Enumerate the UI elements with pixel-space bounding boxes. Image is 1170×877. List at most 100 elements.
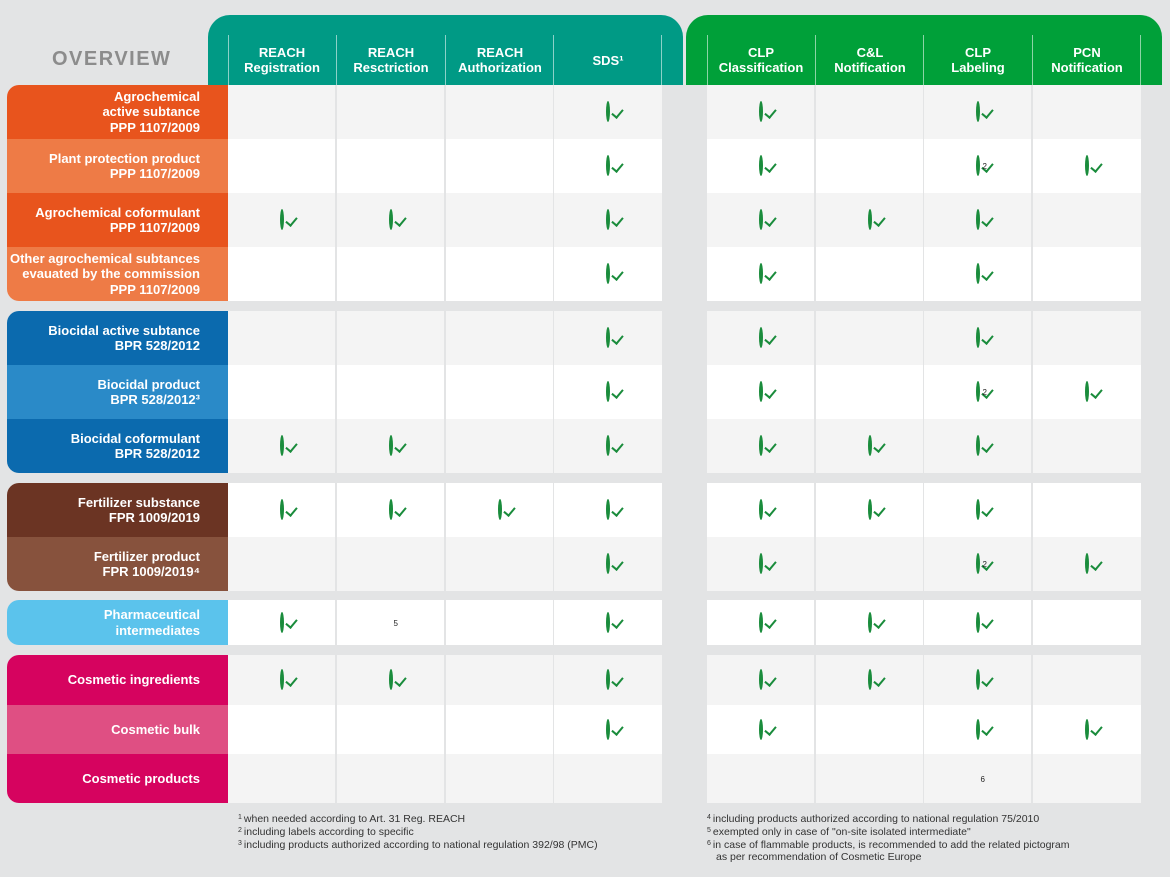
row-label: Biocidal active subtance BPR 528/2012 [7, 311, 228, 365]
header-divider [707, 35, 708, 85]
table-cell [228, 193, 335, 247]
table-cell [924, 311, 1031, 365]
table-cell [707, 705, 814, 754]
table-cell [337, 483, 444, 537]
table-cell [816, 365, 923, 419]
table-cell [337, 705, 444, 754]
table-cell [816, 705, 923, 754]
table-cell [337, 247, 444, 301]
table-cell [707, 419, 814, 473]
table-cell [924, 419, 1031, 473]
header-divider [1140, 35, 1141, 85]
table-cell: 2 [924, 537, 1031, 591]
table-cell [1033, 705, 1141, 754]
row-label: Agrochemical active subtance PPP 1107/20… [7, 85, 228, 139]
table-cell [554, 655, 662, 705]
check-icon [975, 327, 980, 348]
table-cell [446, 311, 553, 365]
check-icon [758, 155, 763, 176]
page-title: OVERVIEW [52, 48, 172, 70]
table-cell [446, 85, 553, 139]
table-cell [337, 365, 444, 419]
table-cell [228, 247, 335, 301]
table-cell [1033, 311, 1141, 365]
table-cell [816, 655, 923, 705]
table-cell [446, 537, 553, 591]
table-cell [554, 365, 662, 419]
table-cell [816, 419, 923, 473]
table-cell [816, 311, 923, 365]
table-cell [554, 311, 662, 365]
check-icon [606, 209, 610, 230]
table-cell [554, 754, 662, 803]
table-cell [446, 483, 553, 537]
check-icon [975, 718, 980, 740]
table-cell [707, 655, 814, 705]
table-cell [816, 537, 923, 591]
footnotes-left: 1 when needed according to Art. 31 Reg. R… [238, 812, 598, 851]
table-cell [337, 754, 444, 803]
check-icon [497, 499, 502, 520]
check-icon [975, 155, 980, 176]
table-cell [228, 754, 335, 803]
table-cell [1033, 419, 1141, 473]
header-divider [445, 35, 446, 85]
column-header: CLP Labeling [951, 45, 1005, 75]
table-cell [446, 247, 553, 301]
table-cell [924, 483, 1031, 537]
column-header: C&L Notification [834, 45, 906, 75]
check-icon [1085, 553, 1089, 574]
table-cell [1033, 85, 1141, 139]
table-cell [816, 247, 923, 301]
header-divider [661, 35, 662, 85]
check-icon [975, 553, 980, 574]
table-cell [707, 483, 814, 537]
check-icon [388, 669, 393, 690]
check-icon [606, 718, 610, 740]
table-cell [1033, 655, 1141, 705]
check-icon [975, 209, 980, 230]
table-cell [924, 655, 1031, 705]
footnote-2: 2 including labels according to specific [238, 826, 414, 838]
table-cell [228, 311, 335, 365]
check-icon [606, 327, 610, 348]
table-cell [228, 483, 335, 537]
table-cell [816, 754, 923, 803]
row-label: Pharmaceutical intermediates [7, 600, 228, 645]
table-cell [446, 365, 553, 419]
footnote-ref: 6 [980, 774, 985, 784]
table-cell [337, 537, 444, 591]
table-cell: 5 [337, 600, 444, 645]
check-icon [606, 381, 610, 402]
table-cell [707, 754, 814, 803]
check-icon [606, 611, 610, 633]
table-cell [816, 600, 923, 645]
table-cell [337, 85, 444, 139]
check-icon [975, 611, 980, 633]
row-label: Fertilizer product FPR 1009/2019⁴ [7, 537, 228, 591]
table-cell [924, 600, 1031, 645]
check-icon [975, 499, 980, 520]
table-cell [337, 419, 444, 473]
check-icon [758, 263, 763, 284]
check-icon [758, 499, 763, 520]
table-cell [707, 247, 814, 301]
table-cell [554, 600, 662, 645]
table-cell [707, 537, 814, 591]
check-icon [758, 553, 763, 574]
check-icon [758, 327, 763, 348]
check-icon [606, 263, 610, 284]
check-icon [975, 263, 980, 284]
table-cell [707, 600, 814, 645]
table-cell [554, 85, 662, 139]
column-header: CLP Classification [718, 45, 804, 75]
table-cell [1033, 365, 1141, 419]
row-label: Cosmetic ingredients [7, 655, 228, 705]
check-icon [606, 553, 610, 574]
table-cell [446, 705, 553, 754]
table-cell [554, 537, 662, 591]
check-icon [758, 101, 763, 122]
table-cell [228, 705, 335, 754]
header-divider [553, 35, 554, 85]
table-cell [816, 193, 923, 247]
